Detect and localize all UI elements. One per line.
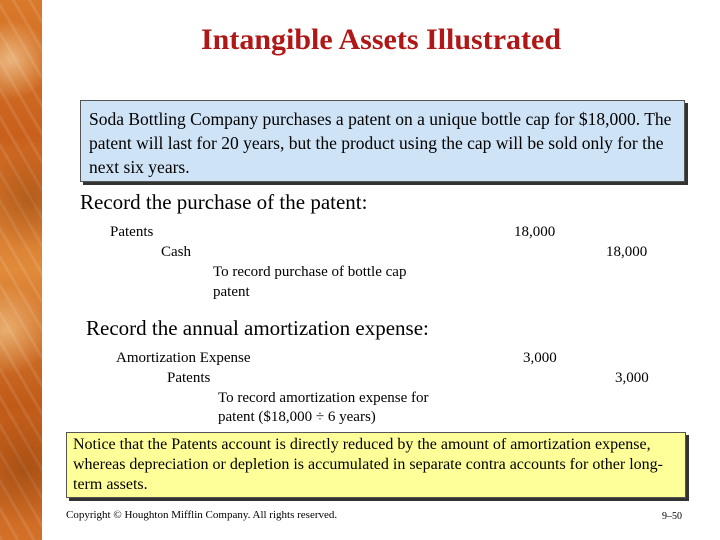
purchase-credit-amount: 18,000 bbox=[606, 244, 648, 260]
purchase-debit-account: Patents bbox=[110, 224, 154, 240]
page-number: 9–50 bbox=[662, 511, 682, 522]
amortization-memo-line1: To record amortization expense for bbox=[218, 390, 429, 406]
purchase-debit-amount: 18,000 bbox=[514, 224, 556, 240]
scenario-box: Soda Bottling Company purchases a patent… bbox=[80, 100, 685, 182]
note-box: Notice that the Patents account is direc… bbox=[66, 432, 686, 498]
purchase-heading: Record the purchase of the patent: bbox=[80, 190, 368, 214]
amortization-heading: Record the annual amortization expense: bbox=[86, 316, 429, 340]
copyright-text: Copyright © Houghton Mifflin Company. Al… bbox=[66, 509, 338, 521]
purchase-credit-account: Cash bbox=[161, 244, 191, 260]
amortization-credit-amount: 3,000 bbox=[615, 370, 649, 386]
amortization-memo-line2: patent ($18,000 ÷ 6 years) bbox=[218, 409, 376, 425]
purchase-memo-line2: patent bbox=[213, 284, 250, 300]
page-title: Intangible Assets Illustrated bbox=[200, 23, 562, 56]
amortization-credit-account: Patents bbox=[167, 370, 211, 386]
purchase-memo-line1: To record purchase of bottle cap bbox=[213, 264, 407, 280]
amortization-debit-account: Amortization Expense bbox=[116, 350, 251, 366]
decorative-side-band bbox=[0, 0, 42, 540]
amortization-debit-amount: 3,000 bbox=[523, 350, 557, 366]
